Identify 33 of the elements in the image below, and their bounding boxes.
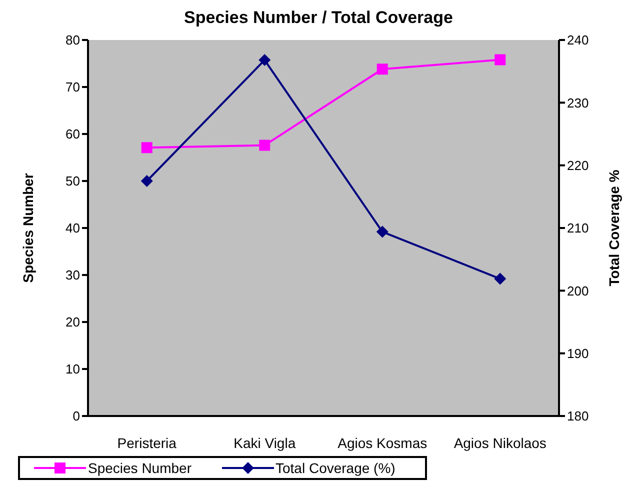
legend-label: Total Coverage (%) <box>274 460 396 476</box>
y2-tick-label: 210 <box>567 220 589 236</box>
y-tick-label: 30 <box>66 268 80 283</box>
y2-tick-label: 240 <box>567 32 589 48</box>
x-tick-label: Agios Kosmas <box>338 434 428 451</box>
y-tick-label: 10 <box>66 362 80 377</box>
x-tick-label: Kaki Vigla <box>234 434 296 451</box>
point <box>494 54 506 66</box>
legend-label: Species Number <box>87 460 192 476</box>
y2-tick-label: 190 <box>567 346 589 361</box>
point <box>376 64 388 75</box>
y2-tick-label: 230 <box>567 95 589 110</box>
point <box>376 226 388 238</box>
y2-tick-label: 180 <box>567 408 589 424</box>
point <box>141 142 152 154</box>
y-tick-label: 60 <box>66 126 80 142</box>
y2-axis-title: Total Coverage % <box>606 169 622 286</box>
point <box>494 272 506 285</box>
point <box>140 175 153 187</box>
y-tick-label: 0 <box>72 408 80 424</box>
x-tick-label: Agios Nikolaos <box>454 434 546 451</box>
point <box>259 140 270 151</box>
y-tick-label: 80 <box>66 32 80 48</box>
y-tick-label: 70 <box>66 80 80 95</box>
y-tick-label: 40 <box>66 220 80 236</box>
y2-tick-label: 220 <box>567 158 589 173</box>
y-tick-label: 20 <box>66 314 80 330</box>
y-axis-title: Species Number <box>20 172 36 283</box>
x-tick-label: Peristeria <box>117 434 177 451</box>
chart-title: Species Number / Total Coverage <box>183 8 454 29</box>
y-tick-label: 50 <box>66 174 80 189</box>
point <box>258 54 271 66</box>
y2-tick-label: 200 <box>567 283 589 298</box>
